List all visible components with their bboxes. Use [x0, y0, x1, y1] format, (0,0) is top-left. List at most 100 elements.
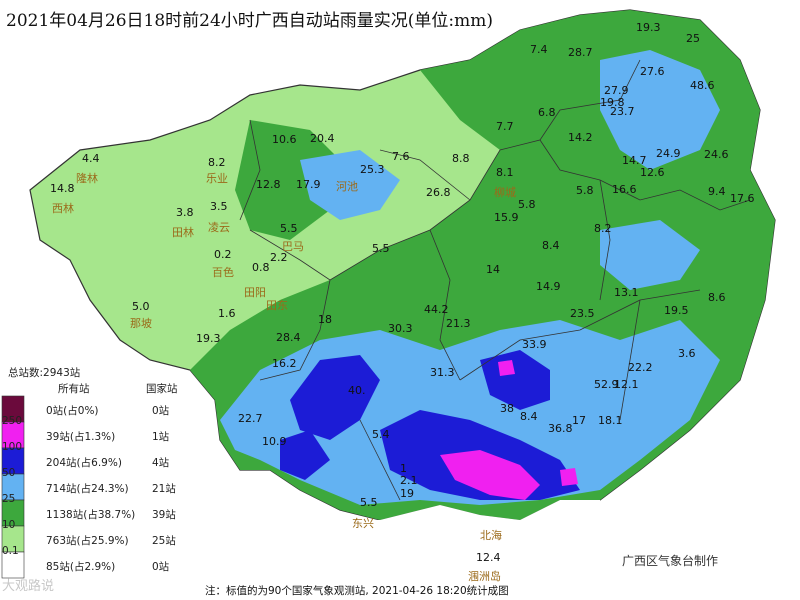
station-value: 36.8 [548, 422, 573, 435]
station-value: 23.7 [610, 105, 635, 118]
station-value: 33.9 [522, 338, 547, 351]
zone-25-50-east2 [600, 220, 700, 290]
city-label: 田阳 [244, 286, 266, 299]
zone-50-100-c [480, 350, 550, 410]
station-value: 5.5 [372, 242, 390, 255]
station-value: 3.8 [176, 206, 194, 219]
legend-count-national: 25站 [152, 534, 176, 547]
legend-count-national: 0站 [152, 404, 170, 417]
station-value: 28.4 [276, 331, 301, 344]
station-value: 1 [400, 462, 407, 475]
station-value: 3.6 [678, 347, 696, 360]
sea-area [330, 500, 600, 560]
station-value: 12.4 [476, 551, 501, 564]
map-title: 2021年04月26日18时前24小时广西自动站雨量实况(单位:mm) [6, 11, 494, 31]
zone-50-100-d [280, 430, 330, 480]
city-label: 百色 [212, 265, 234, 279]
legend-count-national: 0站 [152, 560, 170, 573]
city-label: 东兴 [352, 517, 374, 530]
city-label: 凌云 [208, 220, 230, 234]
station-value: 24.9 [656, 147, 681, 160]
zone-100-250-c [560, 468, 578, 486]
station-value: 5.5 [280, 222, 298, 235]
station-value: 7.7 [496, 120, 514, 133]
legend-swatch [1, 551, 25, 579]
station-value: 27.6 [640, 65, 665, 78]
station-value: 4.4 [82, 152, 100, 165]
footer-note: 注：标值的为90个国家气象观测站, 2021-04-26 18:20统计成图 [205, 585, 509, 597]
station-value: 9.4 [708, 185, 726, 198]
city-label: 涠洲岛 [468, 569, 501, 583]
station-value: 10.9 [262, 435, 287, 448]
station-value: 5.8 [576, 184, 594, 197]
station-values: 4.4 14.8 8.2 12.8 17.9 10.6 20.4 3.8 3.5… [50, 21, 755, 564]
legend-count-all: 39站(占1.3%) [46, 430, 115, 443]
station-value: 22.2 [628, 361, 653, 374]
legend-count-all: 0站(占0%) [46, 404, 99, 417]
station-value: 19 [400, 487, 414, 500]
station-value: 14.7 [622, 154, 647, 167]
zone-100-250-b [498, 360, 515, 376]
legend-count-all: 85站(占2.9%) [46, 560, 115, 573]
station-value: 14.2 [568, 131, 593, 144]
station-value: 23.5 [570, 307, 595, 320]
station-value: 5.4 [372, 428, 390, 441]
city-label: 乐业 [206, 172, 228, 185]
city-boundaries [239, 59, 751, 501]
city-label: 北海 [480, 528, 502, 542]
station-value: 0.8 [252, 261, 270, 274]
legend-count-national: 1站 [152, 430, 170, 443]
station-value: 8.4 [520, 410, 538, 423]
credit-text: 广西区气象台制作 [622, 554, 719, 568]
city-label: 田东 [266, 299, 288, 312]
station-value: 21.3 [446, 317, 471, 330]
station-value: 14.9 [536, 280, 561, 293]
legend-count-national: 39站 [152, 508, 176, 521]
legend-threshold: 100 [2, 441, 22, 453]
legend-count-all: 1138站(占38.7%) [46, 508, 135, 521]
station-value: 25.3 [360, 163, 385, 176]
station-value: 15.9 [494, 211, 519, 224]
station-value: 8.6 [708, 291, 726, 304]
zone-25-50-center [300, 150, 400, 220]
station-value: 2.2 [270, 251, 288, 264]
city-label: 那坡 [130, 317, 152, 330]
station-value: 5.5 [360, 496, 378, 509]
station-value: 38 [500, 402, 514, 415]
station-value: 12.8 [256, 178, 281, 191]
station-value: 10.6 [272, 133, 297, 146]
station-value: 16.6 [612, 183, 637, 196]
station-value: 20.4 [310, 132, 335, 145]
station-value: 19.3 [196, 332, 221, 345]
city-label: 田林 [172, 225, 194, 239]
legend-total: 总站数:2943站 [8, 366, 81, 379]
legend-threshold: 25 [2, 493, 15, 505]
legend-count-national: 4站 [152, 456, 170, 469]
station-value: 17.9 [296, 178, 321, 191]
station-value: 19.8 [600, 96, 625, 109]
station-value: 30.3 [388, 322, 413, 335]
station-value: 14.8 [50, 182, 75, 195]
station-value: 8.2 [208, 156, 226, 169]
station-value: 18 [318, 313, 332, 326]
legend-count-national: 21站 [152, 482, 176, 495]
station-value: 5.8 [518, 198, 536, 211]
station-value: 0.2 [214, 248, 232, 261]
station-value: 1.6 [218, 307, 236, 320]
station-value: 26.8 [426, 186, 451, 199]
zone-50-100-a [290, 355, 380, 440]
watermark: 大观路说 [2, 579, 55, 594]
station-value: 6.8 [538, 106, 556, 119]
station-value: 19.3 [636, 21, 661, 34]
city-label: 西林 [52, 201, 74, 215]
station-value: 40. [348, 384, 366, 397]
legend-count-all: 204站(占6.9%) [46, 456, 122, 469]
station-value: 14 [486, 263, 500, 276]
station-value: 7.4 [530, 43, 548, 56]
station-value: 8.2 [594, 222, 612, 235]
station-value: 8.1 [496, 166, 514, 179]
station-value: 7.6 [392, 150, 410, 163]
station-value: 27.9 [604, 84, 629, 97]
legend-rows: 0站(占0%) 0站 250 39站(占1.3%) 1站 100 204站(占6.9%) 4站… [1, 395, 176, 579]
